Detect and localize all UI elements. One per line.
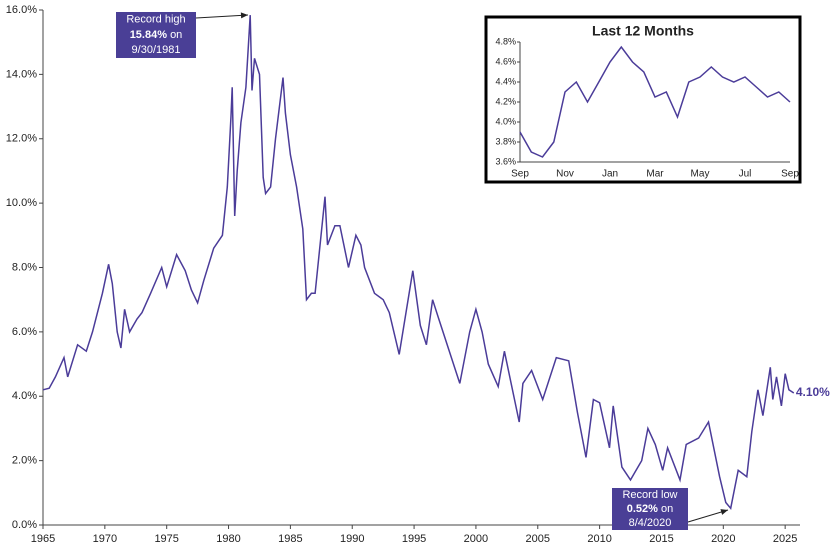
x-tick-label: 1975 bbox=[154, 533, 178, 545]
annotation-arrow bbox=[195, 14, 249, 19]
y-tick-label: 4.0% bbox=[12, 390, 37, 402]
x-tick-label: 2015 bbox=[649, 533, 673, 545]
annotation-date: 9/30/1981 bbox=[132, 44, 181, 56]
yield-line bbox=[42, 15, 795, 510]
inset-x-tick-label: Nov bbox=[556, 169, 574, 180]
annotation-suffix: on bbox=[661, 503, 673, 515]
annotation: Record low 0.52% on 8/4/2020 bbox=[612, 488, 688, 530]
end-label: 4.10% bbox=[796, 385, 830, 399]
inset-frame bbox=[484, 15, 802, 184]
x-tick-label: 2010 bbox=[587, 533, 611, 545]
annotation-text: Record high bbox=[126, 14, 185, 26]
annotation-box bbox=[612, 488, 688, 530]
inset-title: Last 12 Months bbox=[592, 23, 694, 39]
x-tick-label: 1985 bbox=[278, 533, 302, 545]
inset-y-tick-label: 4.6% bbox=[495, 56, 516, 66]
y-tick-label: 16.0% bbox=[6, 4, 37, 16]
inset-x-tick-label: Jul bbox=[739, 169, 752, 180]
y-tick-label: 6.0% bbox=[12, 326, 37, 338]
x-tick-label: 1980 bbox=[216, 533, 240, 545]
annotation-text: Record low bbox=[622, 489, 677, 501]
annotation-value: 0.52% bbox=[627, 503, 658, 515]
x-tick-label: 2025 bbox=[773, 533, 797, 545]
annotation-box bbox=[116, 12, 196, 58]
inset-x-tick-label: Sep bbox=[511, 169, 529, 180]
arrow-head bbox=[720, 509, 728, 515]
inset-y-tick-label: 4.0% bbox=[495, 116, 516, 126]
inset-x-tick-label: Mar bbox=[646, 169, 664, 180]
arrow-head bbox=[240, 12, 248, 19]
y-tick-label: 10.0% bbox=[6, 197, 37, 209]
x-tick-label: 2020 bbox=[711, 533, 735, 545]
y-tick-label: 2.0% bbox=[12, 455, 37, 467]
inset-line bbox=[519, 45, 791, 158]
x-tick-label: 2005 bbox=[526, 533, 550, 545]
x-tick-label: 1990 bbox=[340, 533, 364, 545]
annotation-value-line: 15.84% on bbox=[130, 29, 183, 41]
annotation-value-line: 0.52% on bbox=[627, 503, 674, 515]
annotation: Record high 15.84% on 9/30/1981 bbox=[116, 12, 196, 58]
inset-y-tick-label: 4.2% bbox=[495, 96, 516, 106]
inset-y-tick-label: 3.6% bbox=[495, 156, 516, 166]
inset-y-tick-label: 4.4% bbox=[495, 76, 516, 86]
inset-x-tick-label: Sep bbox=[781, 169, 799, 180]
x-tick-label: 1965 bbox=[31, 533, 55, 545]
y-tick-label: 0.0% bbox=[12, 519, 37, 531]
annotation-suffix: on bbox=[170, 29, 182, 41]
inset-y-tick-label: 4.8% bbox=[495, 36, 516, 46]
annotation-value: 15.84% bbox=[130, 29, 168, 41]
inset-y-tick-label: 3.8% bbox=[495, 136, 516, 146]
annotation-date: 8/4/2020 bbox=[629, 517, 672, 529]
y-tick-label: 8.0% bbox=[12, 261, 37, 273]
y-tick-label: 12.0% bbox=[6, 133, 37, 145]
x-tick-label: 2000 bbox=[464, 533, 488, 545]
y-tick-label: 14.0% bbox=[6, 68, 37, 80]
inset-x-tick-label: Jan bbox=[602, 169, 618, 180]
x-tick-label: 1970 bbox=[93, 533, 117, 545]
inset-x-tick-label: May bbox=[691, 169, 710, 180]
x-tick-label: 1995 bbox=[402, 533, 426, 545]
